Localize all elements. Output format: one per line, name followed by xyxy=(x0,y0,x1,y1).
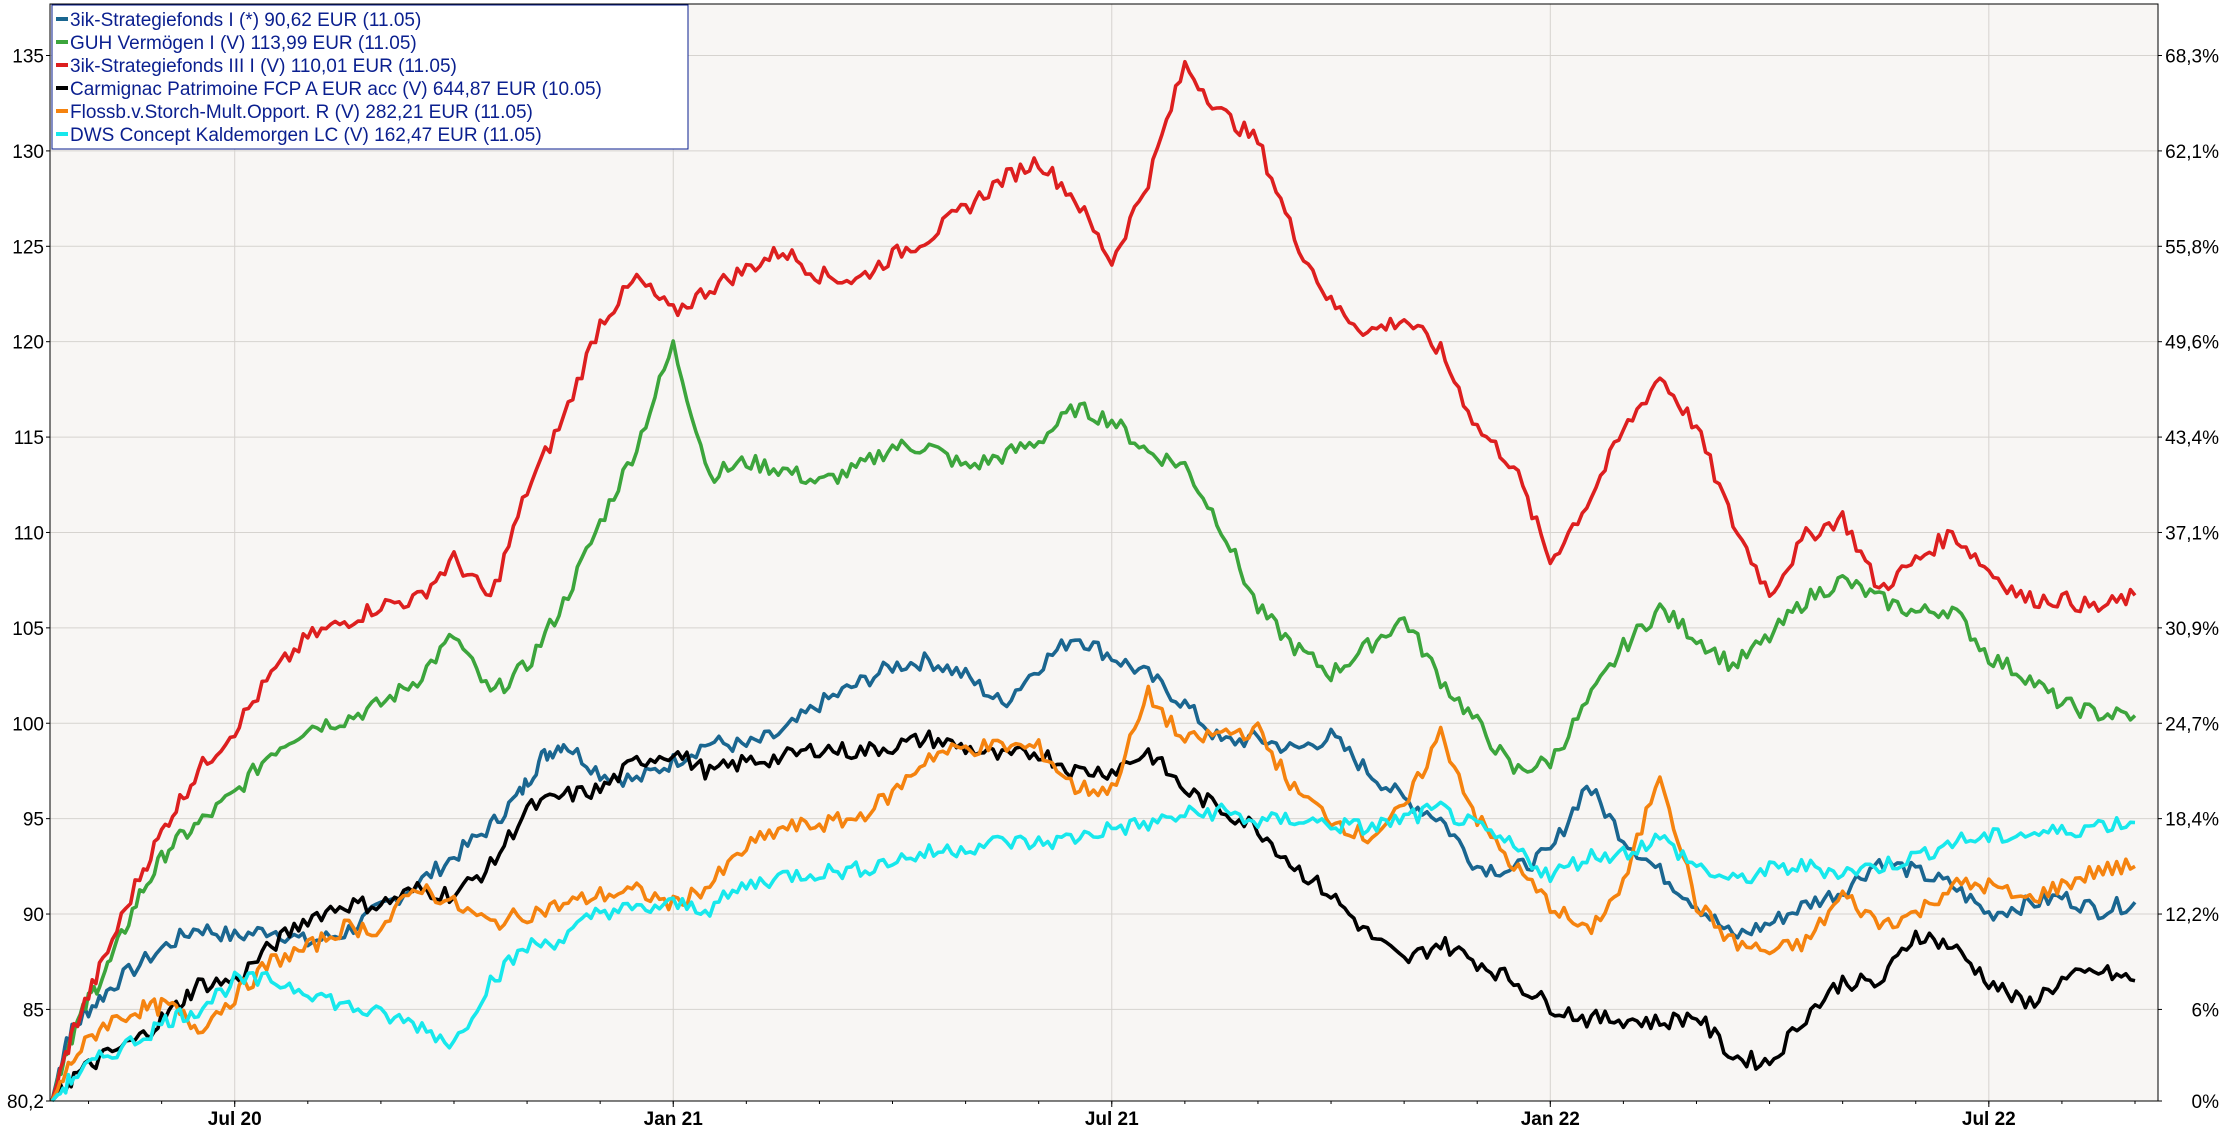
left-tick-label: 105 xyxy=(12,619,44,640)
x-tick-label: Jul 21 xyxy=(1085,1109,1139,1130)
left-tick-label: 125 xyxy=(12,237,44,258)
plot-background xyxy=(50,4,2158,1101)
right-tick-label: 6% xyxy=(2192,1000,2220,1021)
plot-frame xyxy=(49,3,2159,1102)
legend: 3ik-Strategiefonds I (*) 90,62 EUR (11.0… xyxy=(51,4,689,150)
right-tick-label: 37,1% xyxy=(2165,523,2219,544)
legend-box xyxy=(51,4,689,150)
legend-entry: Flossb.v.Storch-Mult.Opport. R (V) 282,2… xyxy=(70,102,533,123)
legend-entry: Carmignac Patrimoine FCP A EUR acc (V) 6… xyxy=(70,79,602,100)
left-tick-label: 115 xyxy=(14,428,44,449)
right-tick-label: 49,6% xyxy=(2165,333,2219,354)
right-tick-label: 0% xyxy=(2192,1092,2220,1113)
left-y-axis: 80,2 85 90 95 100 105 110 115 120 125 130 135 xyxy=(7,47,50,1113)
x-tick-label: Jan 22 xyxy=(1521,1109,1580,1130)
right-y-axis: 0% 6% 12,2% 18,4% 24,7% 30,9% 37,1% 43,4% 49,6% 5… xyxy=(2158,47,2219,1113)
right-tick-label: 68,3% xyxy=(2165,47,2219,68)
x-tick-label: Jul 20 xyxy=(208,1109,262,1130)
left-tick-label: 100 xyxy=(12,714,44,735)
right-tick-label: 24,7% xyxy=(2165,714,2219,735)
series-line-1 xyxy=(50,638,2137,1102)
left-tick-label: 85 xyxy=(23,1000,44,1021)
left-tick-label: 90 xyxy=(23,905,44,926)
left-tick-label: 120 xyxy=(12,333,44,354)
right-tick-label: 62,1% xyxy=(2165,142,2219,163)
series-line-4 xyxy=(50,729,2136,1103)
legend-entry: GUH Vermögen I (V) 113,99 EUR (11.05) xyxy=(70,33,417,54)
series-lines xyxy=(50,59,2137,1103)
series-line-6 xyxy=(50,800,2136,1103)
right-tick-label: 43,4% xyxy=(2165,428,2219,449)
right-tick-label: 55,8% xyxy=(2165,237,2219,258)
left-tick-label: 130 xyxy=(12,142,44,163)
left-tick-label: 110 xyxy=(14,523,44,544)
series-line-3 xyxy=(50,59,2137,1102)
right-tick-label: 12,2% xyxy=(2165,905,2219,926)
series-line-5 xyxy=(50,684,2136,1102)
x-tick-label: Jan 21 xyxy=(644,1109,704,1130)
left-tick-label: 80,2 xyxy=(7,1092,44,1113)
right-tick-label: 30,9% xyxy=(2165,619,2219,640)
legend-entry: DWS Concept Kaldemorgen LC (V) 162,47 EU… xyxy=(70,125,542,146)
left-tick-label: 135 xyxy=(12,47,44,68)
legend-entry: 3ik-Strategiefonds III I (V) 110,01 EUR … xyxy=(70,56,457,77)
right-tick-label: 18,4% xyxy=(2165,810,2219,831)
legend-entry: 3ik-Strategiefonds I (*) 90,62 EUR (11.0… xyxy=(70,10,421,31)
x-tick-label: Jul 22 xyxy=(1962,1109,2016,1130)
series-line-2 xyxy=(50,339,2137,1102)
left-tick-label: 95 xyxy=(23,810,44,831)
